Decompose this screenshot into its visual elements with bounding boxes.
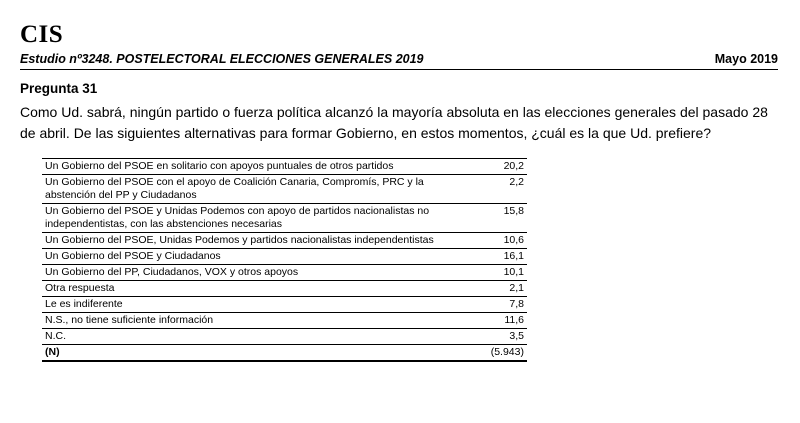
- row-label: Le es indiferente: [45, 298, 123, 310]
- row-label: Un Gobierno del PSOE, Unidas Podemos y p…: [45, 234, 434, 246]
- table-row: N.S., no tiene suficiente información 11…: [42, 313, 527, 329]
- row-value: 2,1: [509, 282, 524, 294]
- total-label: (N): [45, 346, 60, 358]
- results-table: Un Gobierno del PSOE en solitario con ap…: [42, 158, 527, 362]
- row-value: 7,8: [509, 298, 524, 310]
- row-value: 2,2: [509, 176, 524, 188]
- table-row: Un Gobierno del PP, Ciudadanos, VOX y ot…: [42, 265, 527, 281]
- table-total-row: (N) (5.943): [42, 345, 527, 361]
- row-value: 3,5: [509, 330, 524, 342]
- row-label: Un Gobierno del PSOE con el apoyo de Coa…: [45, 176, 424, 201]
- table-row: Otra respuesta 2,1: [42, 281, 527, 297]
- table-row: Un Gobierno del PSOE, Unidas Podemos y p…: [42, 233, 527, 249]
- study-header: Estudio nº3248. POSTELECTORAL ELECCIONES…: [20, 52, 778, 70]
- cis-logo: CIS: [20, 21, 64, 48]
- row-value: 20,2: [503, 160, 524, 172]
- row-value: 10,1: [503, 266, 524, 278]
- row-label: Un Gobierno del PP, Ciudadanos, VOX y ot…: [45, 266, 299, 278]
- study-title: Estudio nº3248. POSTELECTORAL ELECCIONES…: [20, 52, 424, 66]
- table-row: Un Gobierno del PSOE y Ciudadanos 16,1: [42, 249, 527, 265]
- row-label: Otra respuesta: [45, 282, 115, 294]
- table-row: Un Gobierno del PSOE con el apoyo de Coa…: [42, 175, 527, 204]
- question-title: Pregunta 31: [20, 81, 98, 96]
- total-value: (5.943): [490, 346, 524, 358]
- study-date: Mayo 2019: [714, 52, 778, 66]
- row-value: 16,1: [503, 250, 524, 262]
- table-row: Un Gobierno del PSOE y Unidas Podemos co…: [42, 204, 527, 233]
- table-row: N.C. 3,5: [42, 329, 527, 345]
- row-label: Un Gobierno del PSOE y Unidas Podemos co…: [45, 205, 430, 230]
- table-row: Un Gobierno del PSOE en solitario con ap…: [42, 158, 527, 175]
- row-label: N.C.: [45, 330, 66, 342]
- table-row: Le es indiferente 7,8: [42, 297, 527, 313]
- row-value: 11,6: [504, 314, 524, 326]
- question-text: Como Ud. sabrá, ningún partido o fuerza …: [20, 104, 768, 141]
- row-value: 10,6: [503, 234, 524, 246]
- row-value: 15,8: [503, 205, 524, 217]
- row-label: Un Gobierno del PSOE y Ciudadanos: [45, 250, 221, 262]
- row-label: Un Gobierno del PSOE en solitario con ap…: [45, 160, 394, 172]
- row-label: N.S., no tiene suficiente información: [45, 314, 214, 326]
